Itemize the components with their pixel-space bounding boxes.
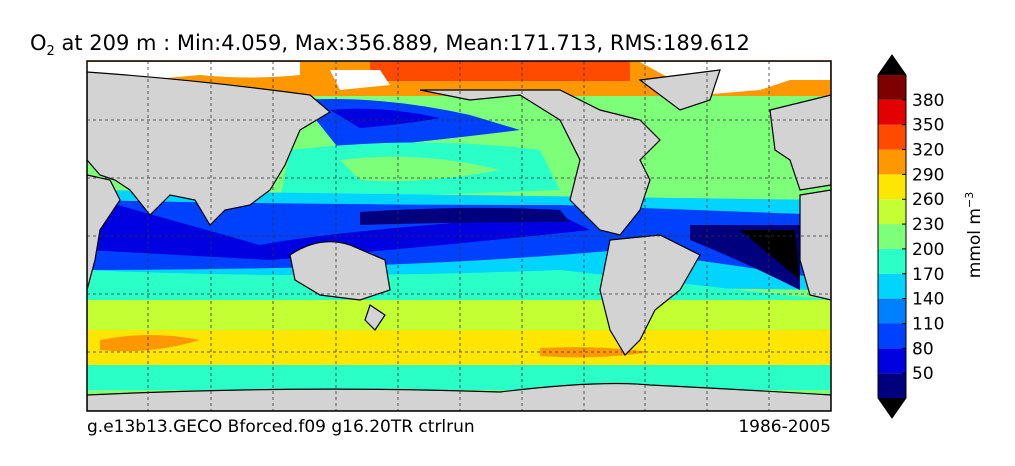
colorbar-extension-bottom [878, 398, 906, 418]
colorbar-segment [878, 99, 906, 125]
land [599, 234, 701, 356]
colorbar-segment [878, 124, 906, 150]
colorbar-segment [878, 373, 906, 398]
colorbar-tick-label: 290 [912, 165, 944, 185]
colorbar-tick-label: 350 [912, 116, 944, 136]
colorbar-segment [878, 298, 906, 324]
land [364, 304, 386, 331]
colorbar-segment [878, 75, 906, 100]
land [419, 89, 661, 236]
ocean-band [87, 330, 831, 365]
land [87, 174, 121, 291]
colorbar: 50 80 110 140 170 200 230 260 290 320 350 380 [877, 54, 944, 419]
title-subscript: 2 [47, 44, 55, 59]
ocean-band [87, 365, 831, 390]
ocean-band [370, 61, 630, 81]
land [769, 94, 831, 191]
colorbar-tick-label: 80 [912, 339, 934, 359]
sea-ice [87, 62, 830, 95]
colorbar-segment [878, 273, 906, 299]
land [799, 189, 831, 301]
colorbar-segment [878, 248, 906, 274]
colorbar-extension-top [878, 55, 906, 75]
colorbar-segment [878, 199, 906, 225]
land [289, 241, 391, 301]
colorbar-tick-label: 170 [912, 265, 944, 285]
colorbar-label-text: mmol m [965, 208, 985, 278]
colorbar-segment [878, 224, 906, 249]
colorbar-tick-label: 260 [912, 190, 944, 210]
colorbar-segment [878, 323, 906, 349]
colorbar-segment [878, 348, 906, 374]
map [86, 60, 832, 412]
colorbar-segment [878, 149, 906, 175]
colorbar-tick-label: 230 [912, 215, 944, 235]
footer-left: g.e13b13.GECO Bforced.f09 g16.20TR ctrlr… [87, 417, 475, 437]
graticule [87, 61, 831, 411]
title: O2 at 209 m : Min:4.059, Max:356.889, Me… [30, 31, 750, 59]
ocean-band [360, 207, 570, 225]
land [638, 69, 721, 111]
ocean-band [740, 230, 800, 280]
footer-right: 1986-2005 [738, 417, 831, 437]
ocean-band [100, 335, 200, 352]
colorbar-tick-label: 110 [912, 314, 944, 334]
ocean-band [87, 200, 590, 260]
colorbar-tick-label: 140 [912, 290, 944, 310]
colorbar-outline [877, 54, 907, 419]
colorbar-tick-label: 200 [912, 240, 944, 260]
title-symbol: O [30, 31, 47, 55]
map-frame [86, 60, 832, 412]
title-text: at 209 m : Min:4.059, Max:356.889, Mean:… [55, 31, 750, 55]
colorbar-tick-label: 320 [912, 141, 944, 161]
colorbar-label: mmol m−3 [963, 192, 985, 278]
colorbar-segment [878, 174, 906, 200]
ocean-band [87, 300, 831, 330]
colorbar-tick-label: 380 [912, 91, 944, 111]
colorbar-label-superscript: −3 [963, 192, 976, 208]
colorbar-tick-label: 50 [912, 364, 934, 384]
ocean-band [330, 108, 440, 128]
